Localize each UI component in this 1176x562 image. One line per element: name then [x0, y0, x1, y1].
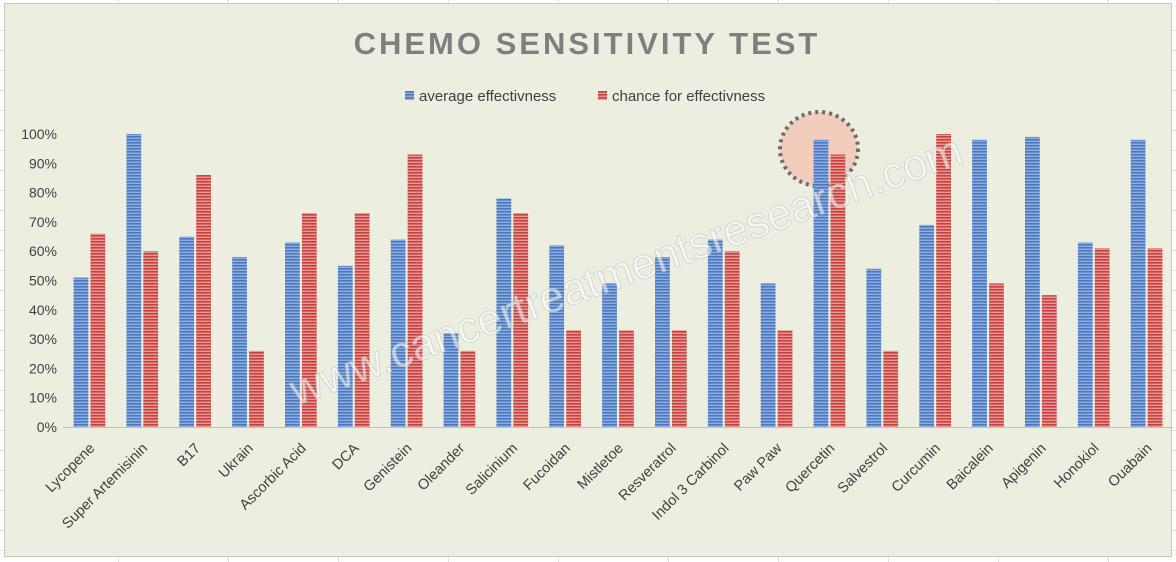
bar-average-effectivness-baicalein [972, 139, 987, 428]
y-tick-label: 100% [21, 126, 57, 142]
bar-average-effectivness-paw-paw [760, 283, 776, 427]
bars [73, 134, 1163, 428]
bar-chance-for-effectivness-fucoidan [566, 330, 581, 427]
x-tick-label: Ukrain [216, 441, 257, 482]
bar-average-effectivness-genistein [390, 239, 406, 427]
x-tick-label: Mistletoe [574, 441, 626, 493]
bar-chance-for-effectivness-honokiol [1094, 248, 1110, 427]
bar-chance-for-effectivness-dca [354, 213, 370, 427]
x-tick-label: Ouabain [1105, 441, 1155, 491]
bar-chance-for-effectivness-oleander [460, 350, 476, 427]
bar-chance-for-effectivness-salicinium [513, 213, 529, 427]
x-tick-label: Quercetin [782, 441, 838, 497]
bar-average-effectivness-dca [337, 265, 353, 427]
x-tick-label: B17 [174, 441, 204, 471]
bar-average-effectivness-honokiol [1077, 242, 1093, 427]
legend-label-average-effectivness: average effectivness [419, 88, 556, 105]
bar-chance-for-effectivness-lycopene [90, 233, 106, 427]
bar-chance-for-effectivness-paw-paw [777, 330, 793, 427]
bar-average-effectivness-fucoidan [549, 245, 565, 427]
bar-chance-for-effectivness-super-artemisinin [143, 251, 159, 427]
y-tick-label: 80% [29, 185, 57, 201]
chart-svg: CHEMO SENSITIVITY TEST average effectivn… [21, 26, 1173, 532]
bar-chance-for-effectivness-apigenin [1041, 295, 1057, 427]
x-tick-label: Apigenin [998, 441, 1049, 492]
bar-chance-for-effectivness-indol-3-carbinol [724, 251, 740, 427]
bar-chance-for-effectivness-genistein [407, 154, 423, 427]
bar-average-effectivness-salvestrol [866, 268, 882, 427]
x-tick-label: Salvestrol [835, 441, 891, 497]
y-tick-label: 60% [29, 243, 57, 259]
bar-average-effectivness-oleander [443, 333, 459, 427]
legend: average effectivness chance for effectiv… [405, 88, 765, 105]
bar-chance-for-effectivness-salvestrol [883, 350, 899, 427]
bar-average-effectivness-curcumin [919, 224, 935, 427]
bar-average-effectivness-super-artemisinin [126, 134, 142, 427]
x-tick-label: Lycopene [43, 441, 98, 496]
x-tick-label: Oleander [415, 440, 469, 494]
y-tick-label: 20% [29, 360, 57, 376]
legend-label-chance-for-effectivness: chance for effectivness [612, 88, 765, 105]
y-tick-label: 40% [29, 302, 57, 318]
bar-chance-for-effectivness-resveratrol [671, 330, 687, 427]
y-tick-label: 70% [29, 214, 57, 230]
y-tick-label: 10% [29, 390, 57, 406]
bar-chance-for-effectivness-quercetin [830, 154, 846, 427]
y-tick-label: 0% [37, 419, 57, 435]
bar-chance-for-effectivness-b17 [196, 175, 211, 427]
x-tick-label: Salicinium [463, 441, 521, 499]
chart-area[interactable]: CHEMO SENSITIVITY TEST average effectivn… [4, 3, 1173, 557]
legend-swatch-average-effectivness [405, 91, 414, 100]
y-tick-label: 30% [29, 331, 57, 347]
x-tick-label: Paw Paw [731, 440, 785, 494]
x-tick-label: DCA [330, 440, 363, 473]
bar-chance-for-effectivness-ouabain [1147, 248, 1163, 427]
bar-average-effectivness-b17 [179, 236, 195, 427]
legend-swatch-chance-for-effectivness [598, 91, 607, 100]
y-tick-label: 50% [29, 273, 57, 289]
x-tick-label: Honokiol [1051, 441, 1102, 492]
y-tick-label: 90% [29, 155, 57, 171]
x-tick-label: Fucoidan [520, 441, 573, 494]
bar-average-effectivness-mistletoe [602, 283, 617, 427]
bar-average-effectivness-ouabain [1130, 139, 1146, 428]
bar-average-effectivness-ukrain [232, 257, 247, 427]
bar-chance-for-effectivness-baicalein [989, 283, 1004, 427]
x-tick-label: Genistein [361, 441, 416, 496]
bar-chance-for-effectivness-curcumin [936, 134, 951, 427]
bar-chance-for-effectivness-mistletoe [619, 330, 634, 427]
bar-average-effectivness-apigenin [1025, 136, 1040, 427]
bar-average-effectivness-lycopene [73, 277, 89, 427]
bar-chance-for-effectivness-ascorbic-acid [301, 213, 317, 427]
chart-title: CHEMO SENSITIVITY TEST [354, 26, 821, 61]
bar-average-effectivness-ascorbic-acid [285, 242, 300, 427]
bar-average-effectivness-salicinium [496, 198, 512, 427]
bar-average-effectivness-quercetin [813, 139, 829, 428]
y-axis: 0% 10% 20% 30% 40% 50% 60% 70% 80% 90% 100% [21, 126, 57, 435]
bar-average-effectivness-indol-3-carbinol [707, 239, 723, 427]
bar-average-effectivness-resveratrol [655, 257, 670, 427]
x-tick-label: Baicalein [944, 441, 997, 494]
x-tick-label: Curcumin [889, 441, 944, 496]
bar-chance-for-effectivness-ukrain [249, 350, 264, 427]
